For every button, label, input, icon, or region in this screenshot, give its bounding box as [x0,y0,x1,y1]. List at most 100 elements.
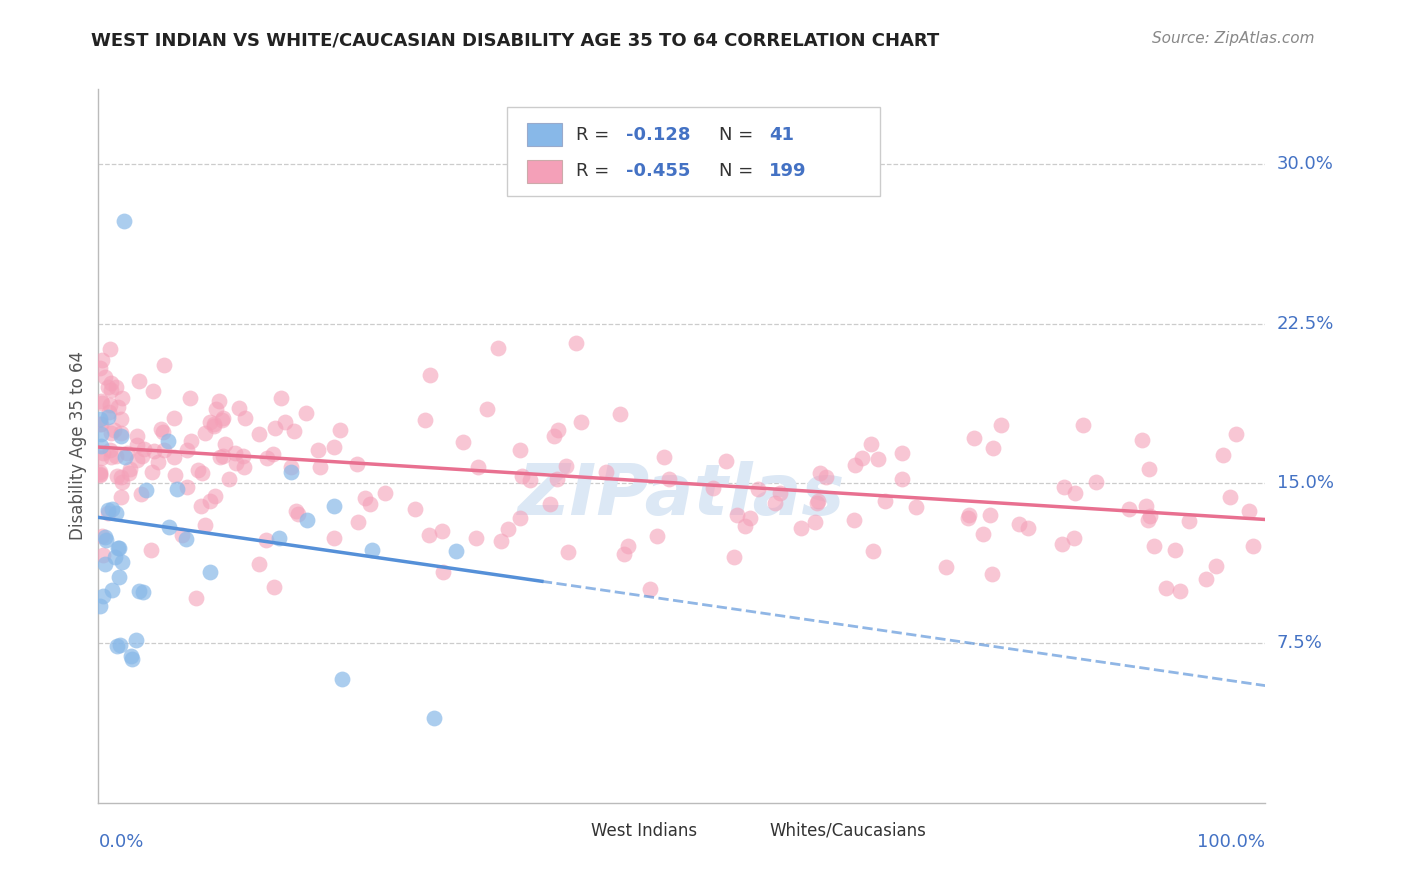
Point [905,500,928,515]
Point [101,583,124,598]
Point [202,418,225,433]
Point [96,410,118,425]
Point [1237,504,1260,518]
Point [153,358,176,372]
Point [194,426,217,441]
Point [93,446,115,460]
Point [184,591,207,605]
Text: Source: ZipAtlas.com: Source: ZipAtlas.com [1152,31,1315,46]
Point [152,425,174,440]
Point [104,550,127,565]
Point [956,511,979,525]
Point [98,399,121,413]
Point [430,524,453,539]
Point [198,415,221,429]
Point [112,214,135,228]
Point [157,434,180,449]
Point [413,413,436,427]
Bar [527,123,562,146]
Point [734,519,756,533]
Point [131,585,153,599]
Point [89,599,111,614]
Point [125,429,148,443]
Point [329,423,352,437]
Point [308,460,330,475]
Point [90,417,112,431]
Point [1084,475,1107,489]
Point [110,490,132,504]
Point [267,531,290,545]
Point [789,520,811,534]
Point [187,462,209,476]
Point [557,544,579,558]
Point [211,410,233,425]
Point [107,570,129,584]
Point [638,582,661,596]
Point [547,423,569,437]
Point [90,396,112,410]
Point [114,450,136,464]
Point [97,507,120,521]
Text: West Indians: West Indians [591,822,697,839]
Point [249,427,271,442]
Point [89,467,111,481]
Point [645,529,668,543]
Point [214,437,236,451]
Point [180,434,202,448]
Point [702,481,724,495]
Point [891,472,914,486]
Point [806,494,828,508]
Point [1118,502,1140,516]
Point [256,451,278,466]
Point [616,539,638,553]
Point [110,475,132,490]
Point [105,449,128,463]
Point [1212,448,1234,462]
Point [127,453,149,467]
Point [107,541,129,556]
Text: WEST INDIAN VS WHITE/CAUCASIAN DISABILITY AGE 35 TO 64 CORRELATION CHART: WEST INDIAN VS WHITE/CAUCASIAN DISABILIT… [91,31,939,49]
Point [346,457,368,471]
Point [891,446,914,460]
Point [323,440,346,454]
Point [149,422,172,436]
Point [131,449,153,463]
Point [97,503,120,517]
Point [107,400,129,414]
Point [565,335,588,350]
Point [509,443,531,458]
Point [174,532,197,546]
Point [1143,539,1166,553]
Point [873,493,896,508]
Point [763,496,786,510]
Bar [548,822,582,838]
Point [135,483,157,497]
Point [844,458,866,472]
Point [725,508,748,523]
Point [90,439,112,453]
Point [233,459,256,474]
Point [652,450,675,464]
Point [808,466,831,480]
Point [323,499,346,513]
Point [163,411,186,425]
Point [295,513,318,527]
Point [613,548,636,562]
Point [105,639,128,653]
Point [97,405,120,419]
Point [658,472,681,486]
Point [1219,490,1241,504]
Y-axis label: Disability Age 35 to 64: Disability Age 35 to 64 [69,351,87,541]
Point [142,384,165,398]
Point [91,549,114,563]
Point [194,518,217,533]
Point [204,401,226,416]
Point [104,506,127,520]
Point [263,581,285,595]
Point [176,442,198,457]
Point [100,383,122,397]
Text: -0.455: -0.455 [626,162,690,180]
Point [1052,537,1074,551]
Point [963,431,986,445]
Point [1135,500,1157,514]
